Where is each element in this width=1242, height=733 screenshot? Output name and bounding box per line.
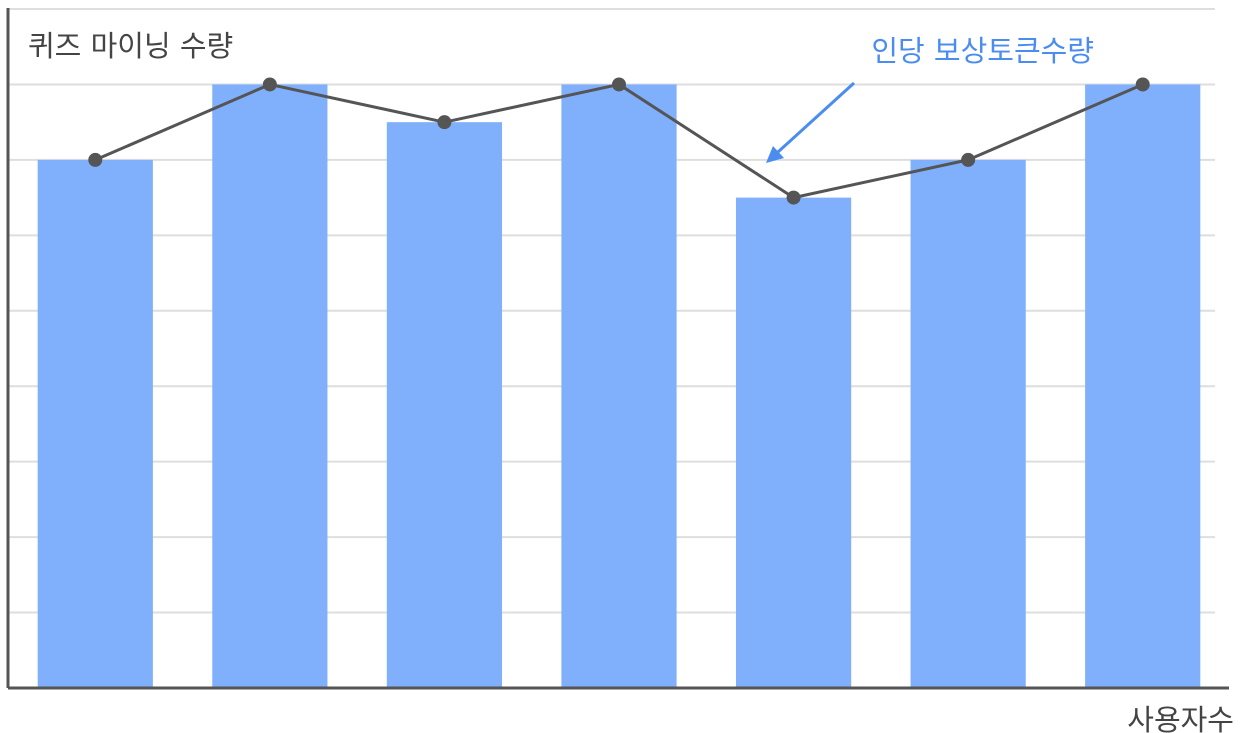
bar <box>212 84 328 688</box>
bar-series <box>37 84 1201 688</box>
bar <box>735 197 852 688</box>
annotation-arrow-shaft <box>776 81 856 154</box>
line-point <box>437 115 452 130</box>
line-point <box>612 77 626 92</box>
line-point <box>88 152 103 167</box>
line-series <box>88 77 1150 205</box>
bar <box>386 122 503 688</box>
bar <box>1085 84 1201 688</box>
y-axis-title: 퀴즈 마이닝 수량 <box>28 29 233 63</box>
line-point <box>1135 77 1150 92</box>
line-point <box>262 77 277 92</box>
annotation-arrow <box>766 81 856 163</box>
line-point <box>961 152 976 167</box>
bar <box>910 159 1026 688</box>
bar <box>37 159 153 688</box>
line-point <box>786 190 801 205</box>
annotation-arrow-head <box>766 146 784 163</box>
x-axis-title: 사용자수 <box>1127 703 1234 733</box>
annotation-label: 인당 보상토큰수량 <box>871 34 1094 68</box>
bar <box>561 84 677 688</box>
